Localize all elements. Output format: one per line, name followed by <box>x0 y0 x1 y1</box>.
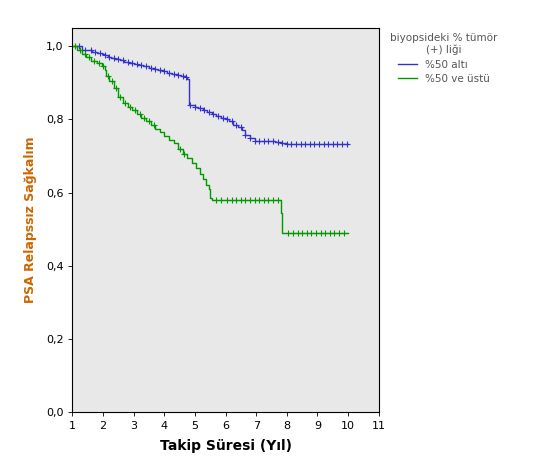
X-axis label: Takip Süresi (Yıl): Takip Süresi (Yıl) <box>160 439 291 453</box>
Y-axis label: PSA Relapssız Sağkalım: PSA Relapssız Sağkalım <box>25 137 37 303</box>
Legend: %50 altı, %50 ve üstü: %50 altı, %50 ve üstü <box>390 33 497 84</box>
